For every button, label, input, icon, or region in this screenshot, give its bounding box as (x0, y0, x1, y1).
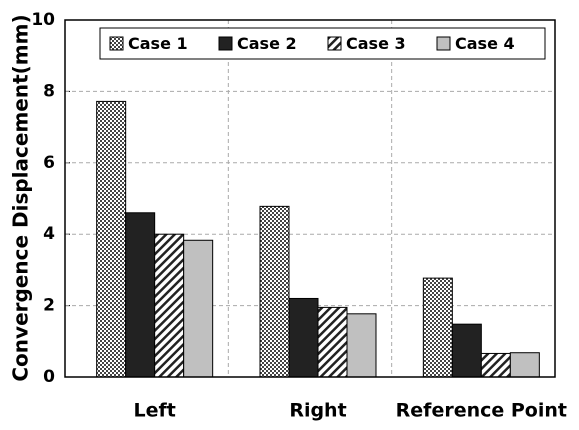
bar (96, 100, 127, 378)
legend-swatch (109, 36, 124, 51)
bar (451, 323, 482, 378)
bar (346, 313, 377, 378)
legend-label: Case 2 (237, 34, 297, 53)
y-tick-label: 8 (43, 81, 55, 101)
bar (317, 306, 348, 378)
bar (125, 212, 156, 378)
x-tick-label: Reference Point (396, 400, 567, 422)
y-tick-label: 0 (43, 367, 55, 387)
y-tick-label: 4 (43, 224, 55, 244)
x-tick-label: Right (289, 400, 346, 422)
y-tick-label: 6 (43, 153, 55, 173)
bar (154, 233, 185, 378)
y-tick-label: 10 (31, 10, 55, 30)
bar (288, 297, 319, 378)
legend-swatch (436, 36, 451, 51)
plot-border (64, 19, 556, 378)
bar (480, 352, 511, 378)
x-tick-label: Left (133, 400, 175, 422)
legend-label: Case 1 (128, 34, 188, 53)
legend-box (99, 27, 546, 60)
legend-label: Case 4 (455, 34, 515, 53)
legend-swatch (327, 36, 342, 51)
bar (509, 352, 540, 378)
legend-label: Case 3 (346, 34, 406, 53)
y-axis-label: Convergence Displacement(mm) (9, 14, 33, 381)
bar (183, 239, 214, 378)
bar (259, 205, 290, 378)
legend-swatch (218, 36, 233, 51)
bar (422, 277, 453, 378)
y-tick-label: 2 (43, 296, 55, 316)
